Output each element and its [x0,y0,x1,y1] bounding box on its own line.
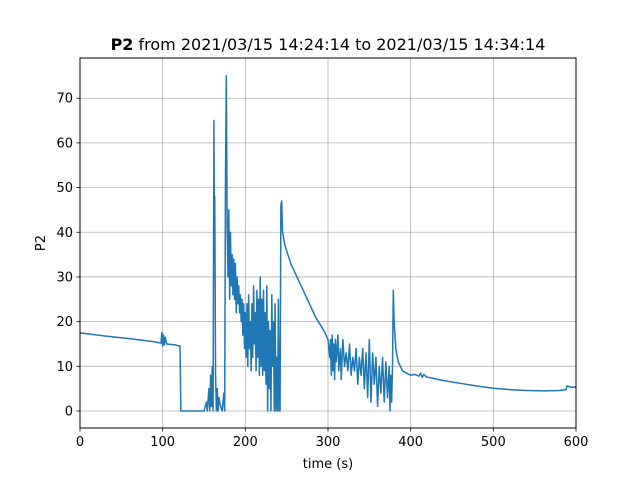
y-axis-label: P2 [34,235,49,251]
chart-title-bold: P2 [111,35,134,54]
x-tick-label: 500 [481,435,506,450]
chart-title: P2 from 2021/03/15 14:24:14 to 2021/03/1… [111,35,546,54]
x-tick-label: 0 [76,435,84,450]
x-axis: 0 100 200 300 400 500 600 [76,428,589,450]
y-tick-label: 20 [56,315,73,330]
y-tick-label: 30 [56,270,73,285]
x-tick-label: 100 [150,435,175,450]
grid [79,58,577,428]
series-layer [79,75,577,412]
y-tick-label: 70 [56,92,73,107]
x-tick-label: 600 [564,435,589,450]
y-tick-label: 60 [56,136,73,151]
x-tick-label: 200 [233,435,258,450]
x-axis-label: time (s) [303,457,353,472]
y-tick-label: 0 [65,405,73,420]
y-tick-label: 10 [56,360,73,375]
x-tick-label: 300 [316,435,341,450]
y-axis: 0 10 20 30 40 50 60 70 [56,92,80,420]
chart-title-rest: from 2021/03/15 14:24:14 to 2021/03/15 1… [133,35,545,54]
series-line-0 [79,75,577,412]
y-tick-label: 50 [56,181,73,196]
x-tick-label: 400 [398,435,423,450]
y-tick-label: 40 [56,226,73,241]
